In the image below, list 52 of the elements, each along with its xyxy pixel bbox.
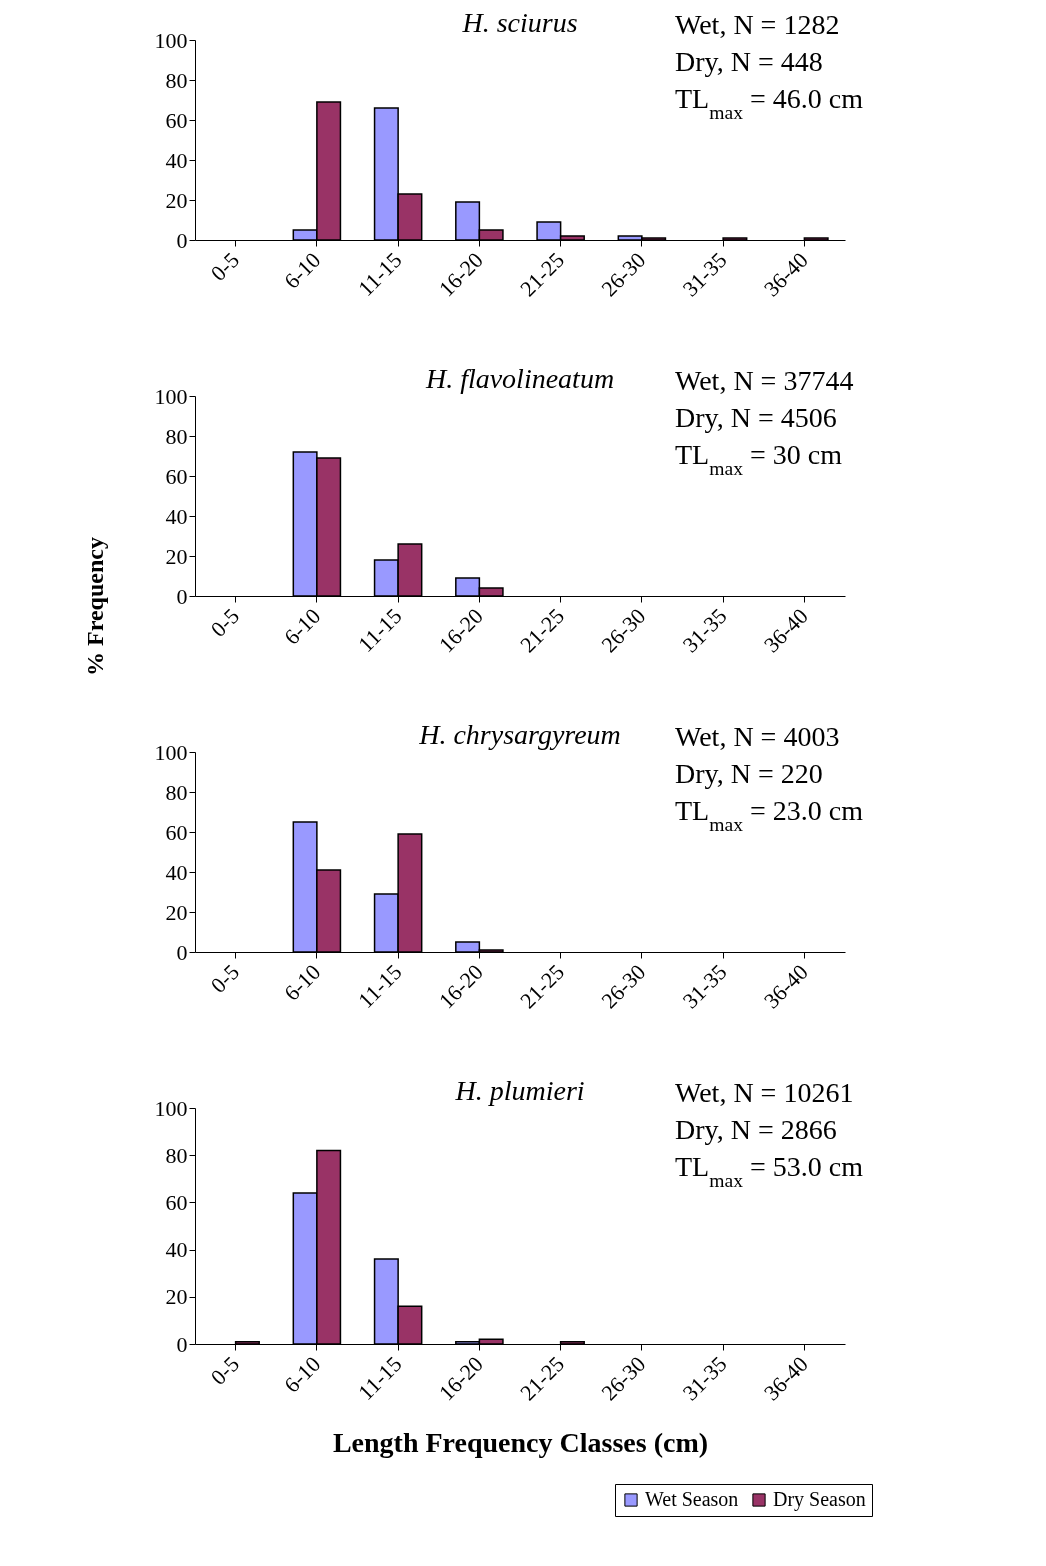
x-tick-label: 6-10 — [279, 603, 326, 650]
chart-title: H. plumieri — [454, 1075, 585, 1106]
y-tick-label: 80 — [165, 67, 188, 93]
y-tick-label: 40 — [165, 859, 188, 885]
y-tick-label: 100 — [154, 27, 188, 53]
chart-title: H. sciurus — [461, 7, 578, 38]
y-tick-label: 80 — [165, 1142, 188, 1168]
x-tick-label: 0-5 — [205, 1351, 245, 1390]
y-tick-label: 100 — [154, 1095, 188, 1121]
annotation: TL$_{max}$ = 30 cm — [675, 439, 843, 479]
y-tick-label: 0 — [176, 227, 188, 253]
y-tick-label: 40 — [165, 147, 188, 173]
x-tick-label: 0-5 — [205, 247, 245, 286]
legend-label: Dry Season — [773, 1488, 866, 1511]
annotation: TL$_{max}$ = 23.0 cm — [675, 795, 864, 835]
y-tick-label: 80 — [165, 779, 188, 805]
y-tick-label: 0 — [176, 1331, 188, 1357]
x-axis-title: Length Frequency Classes (cm) — [332, 1426, 709, 1458]
x-tick-label: 6-10 — [279, 247, 326, 294]
annotation: TL$_{max}$ = 46.0 cm — [675, 83, 864, 123]
text: Wet, N = 4003 — [675, 721, 840, 752]
annotation: TL$_{max}$ = 53.0 cm — [675, 1151, 864, 1191]
y-tick-label: 20 — [165, 899, 188, 925]
x-tick-label: 0-5 — [205, 959, 245, 998]
y-tick-label: 20 — [165, 543, 188, 569]
x-tick-label: 6-10 — [279, 1351, 326, 1398]
y-tick-label: 0 — [176, 583, 188, 609]
y-tick-label: 60 — [165, 1189, 188, 1215]
annotation: Dry, N = 4506 — [675, 402, 837, 433]
text: Wet, N = 37744 — [675, 365, 854, 396]
annotation: Dry, N = 448 — [675, 46, 823, 77]
chart-title: H. chrysargyreum — [418, 719, 621, 750]
y-tick-label: 20 — [165, 187, 188, 213]
y-tick-label: 40 — [165, 1237, 188, 1263]
y-tick-label: 100 — [154, 739, 188, 765]
y-tick-label: 0 — [176, 939, 188, 965]
y-tick-label: 20 — [165, 1284, 188, 1310]
text: Wet, N = 1282 — [675, 9, 840, 40]
y-tick-label: 80 — [165, 423, 188, 449]
y-tick-label: 60 — [165, 463, 188, 489]
annotation: Dry, N = 220 — [675, 758, 823, 789]
text: Wet, N = 10261 — [675, 1077, 854, 1108]
x-tick-label: 6-10 — [279, 959, 326, 1006]
chart-title: H. flavolineatum — [424, 363, 615, 394]
legend-label: Wet Season — [645, 1488, 739, 1510]
y-tick-label: 40 — [165, 503, 188, 529]
y-tick-label: 60 — [165, 107, 188, 133]
y-axis-title: % Frequency — [81, 537, 108, 676]
y-tick-label: 100 — [154, 383, 188, 409]
annotation: Dry, N = 2866 — [675, 1114, 837, 1145]
y-tick-label: 60 — [165, 819, 188, 845]
x-tick-label: 0-5 — [205, 603, 245, 642]
